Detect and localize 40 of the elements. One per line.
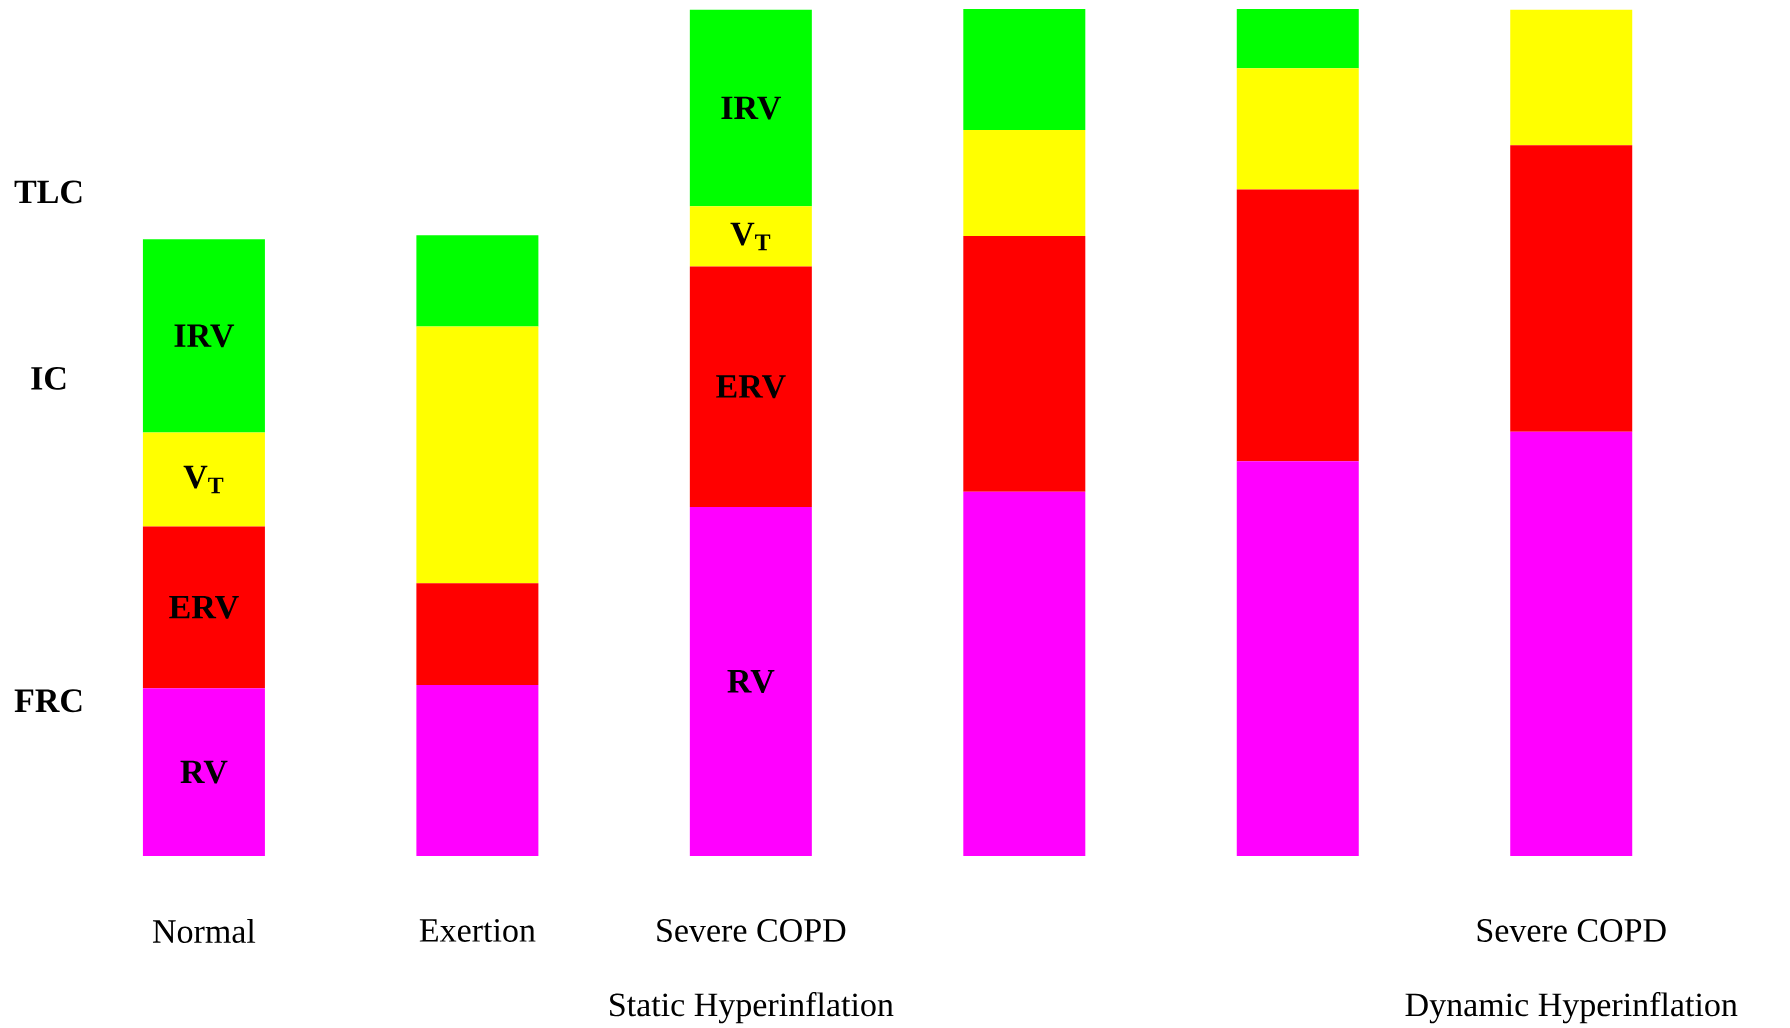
bar [1236,461,1359,856]
annotation: TLC [14,180,82,204]
bar [963,8,1086,131]
bar [689,507,812,856]
series-label: IRV [721,96,782,120]
bar [963,491,1086,856]
bar [142,239,265,433]
text: RV [180,760,228,784]
bar [963,235,1086,492]
bar [963,130,1086,236]
text: IRV [174,324,235,348]
bar [1510,145,1633,432]
series-label: RV [727,670,775,693]
bar [142,432,265,527]
series-label: ERV [716,375,786,399]
bar [1510,9,1633,146]
bar [1510,431,1633,856]
bar [416,583,539,685]
text: IC [31,366,66,390]
text: Static Hyperinflation [610,992,894,1024]
bar [689,9,812,207]
x-tick-label: Normal [152,919,256,943]
x-tick-label: Severe COPD [657,919,846,942]
bar [1236,8,1359,69]
bar [416,684,539,856]
x-tick-label: Severe COPD [1477,919,1666,942]
text: ERV [169,596,239,619]
bar [1236,189,1359,462]
text: V$_{T}$ [183,465,224,494]
text: Dynamic Hyperinflation [1405,992,1738,1024]
bar [416,326,539,584]
bar [1236,68,1359,190]
bar [689,266,812,508]
annotation: FRC [14,689,82,713]
x-tick-label: Exertion [419,919,536,942]
bar [416,235,539,327]
series-label: V$_{T}$ [730,222,771,251]
bar [142,688,265,856]
bar [142,526,265,689]
bar [689,206,812,267]
